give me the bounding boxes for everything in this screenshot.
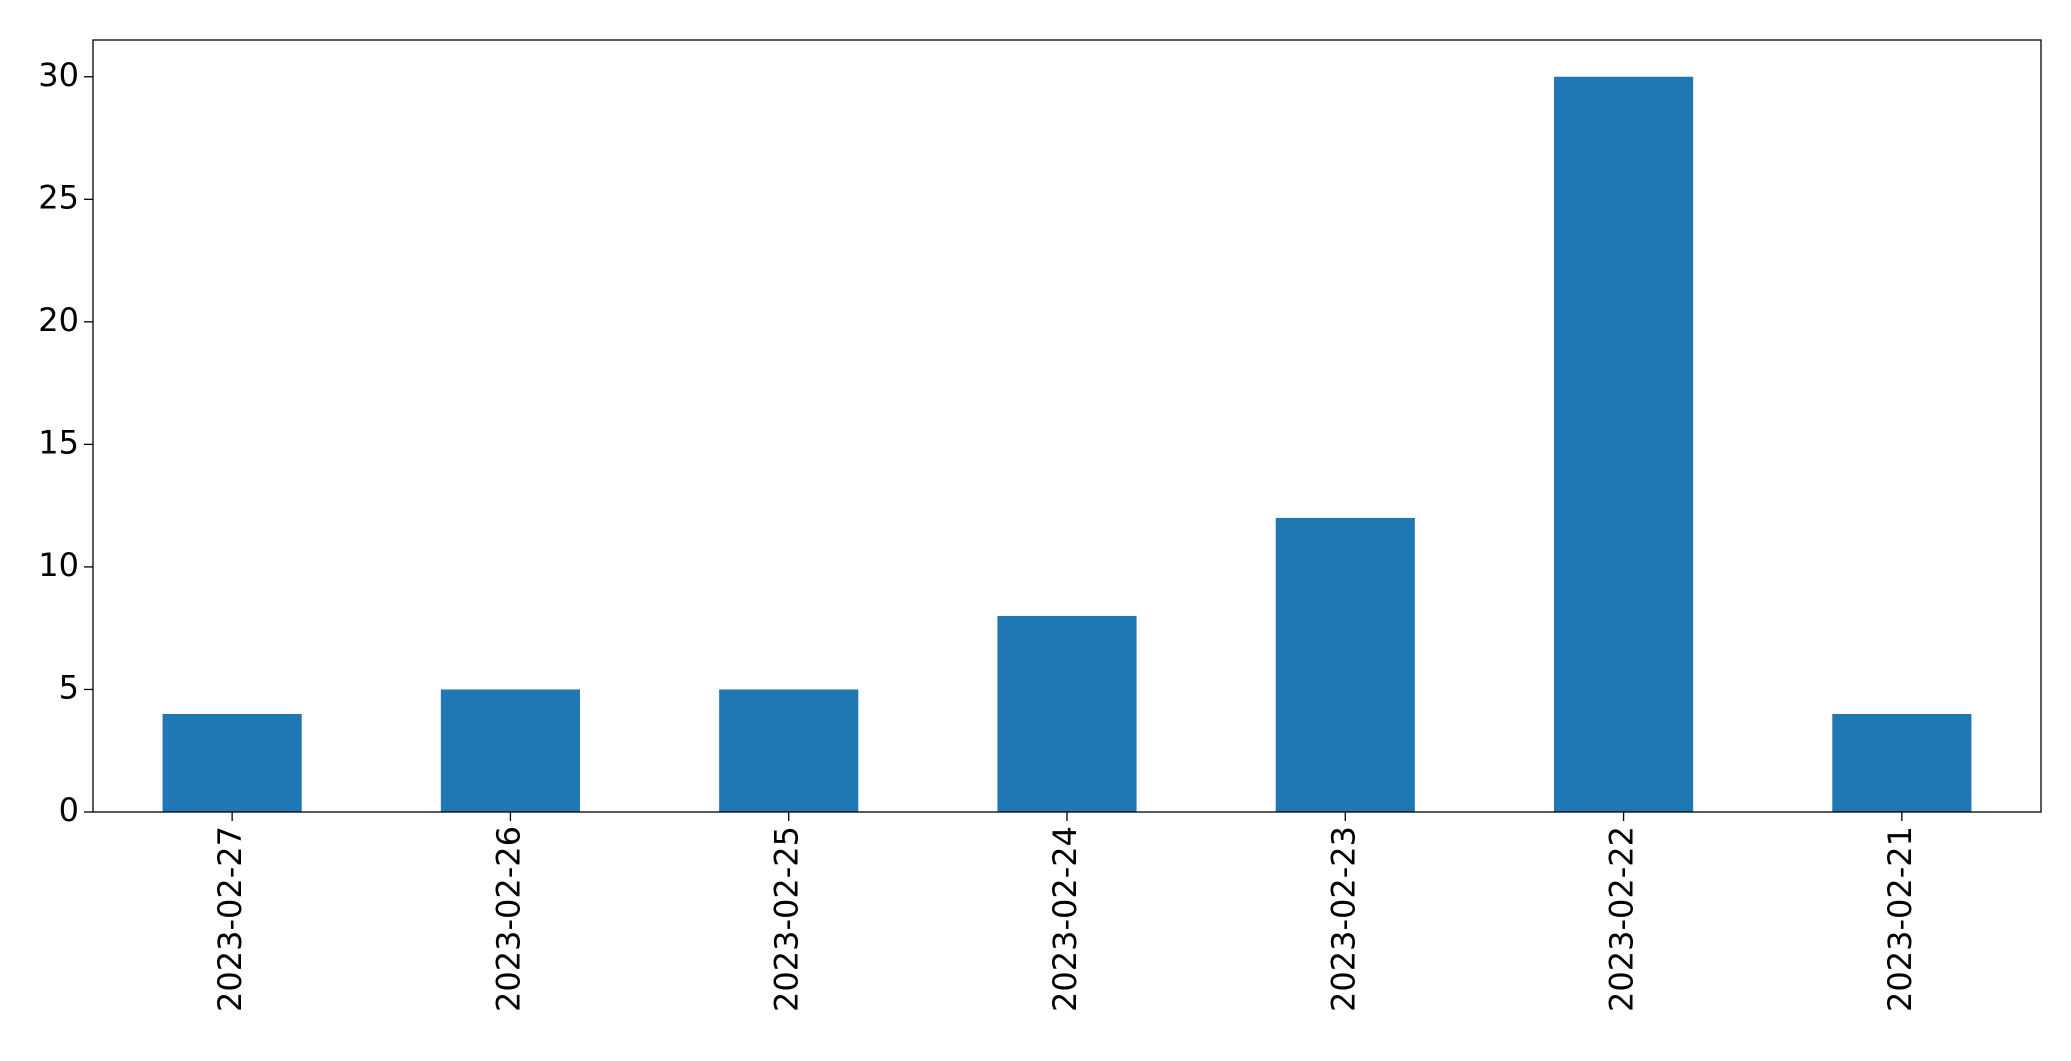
x-tick-label: 2023-02-24 xyxy=(1046,826,1084,1012)
x-tick-label: 2023-02-23 xyxy=(1324,826,1362,1012)
x-tick-label: 2023-02-25 xyxy=(768,826,806,1012)
plot-frame xyxy=(92,39,2042,813)
x-tick-label: 2023-02-21 xyxy=(1881,826,1919,1012)
x-tick-label: 2023-02-22 xyxy=(1603,826,1641,1012)
bar xyxy=(440,689,580,812)
y-tick-label: 20 xyxy=(38,301,79,339)
y-tick-label: 30 xyxy=(38,56,79,94)
bar xyxy=(997,615,1137,812)
y-tick-label: 10 xyxy=(38,546,79,584)
x-tick-label: 2023-02-27 xyxy=(211,826,249,1012)
y-tick-label: 5 xyxy=(59,668,79,706)
y-tick-label: 25 xyxy=(38,178,79,216)
y-tick-label: 15 xyxy=(38,423,79,461)
y-tick-label: 0 xyxy=(59,791,79,829)
bar xyxy=(1832,713,1972,812)
bar xyxy=(719,689,859,812)
bar xyxy=(162,713,302,812)
bar xyxy=(1554,76,1694,812)
bar xyxy=(1275,517,1415,812)
x-tick-label: 2023-02-26 xyxy=(489,826,527,1012)
